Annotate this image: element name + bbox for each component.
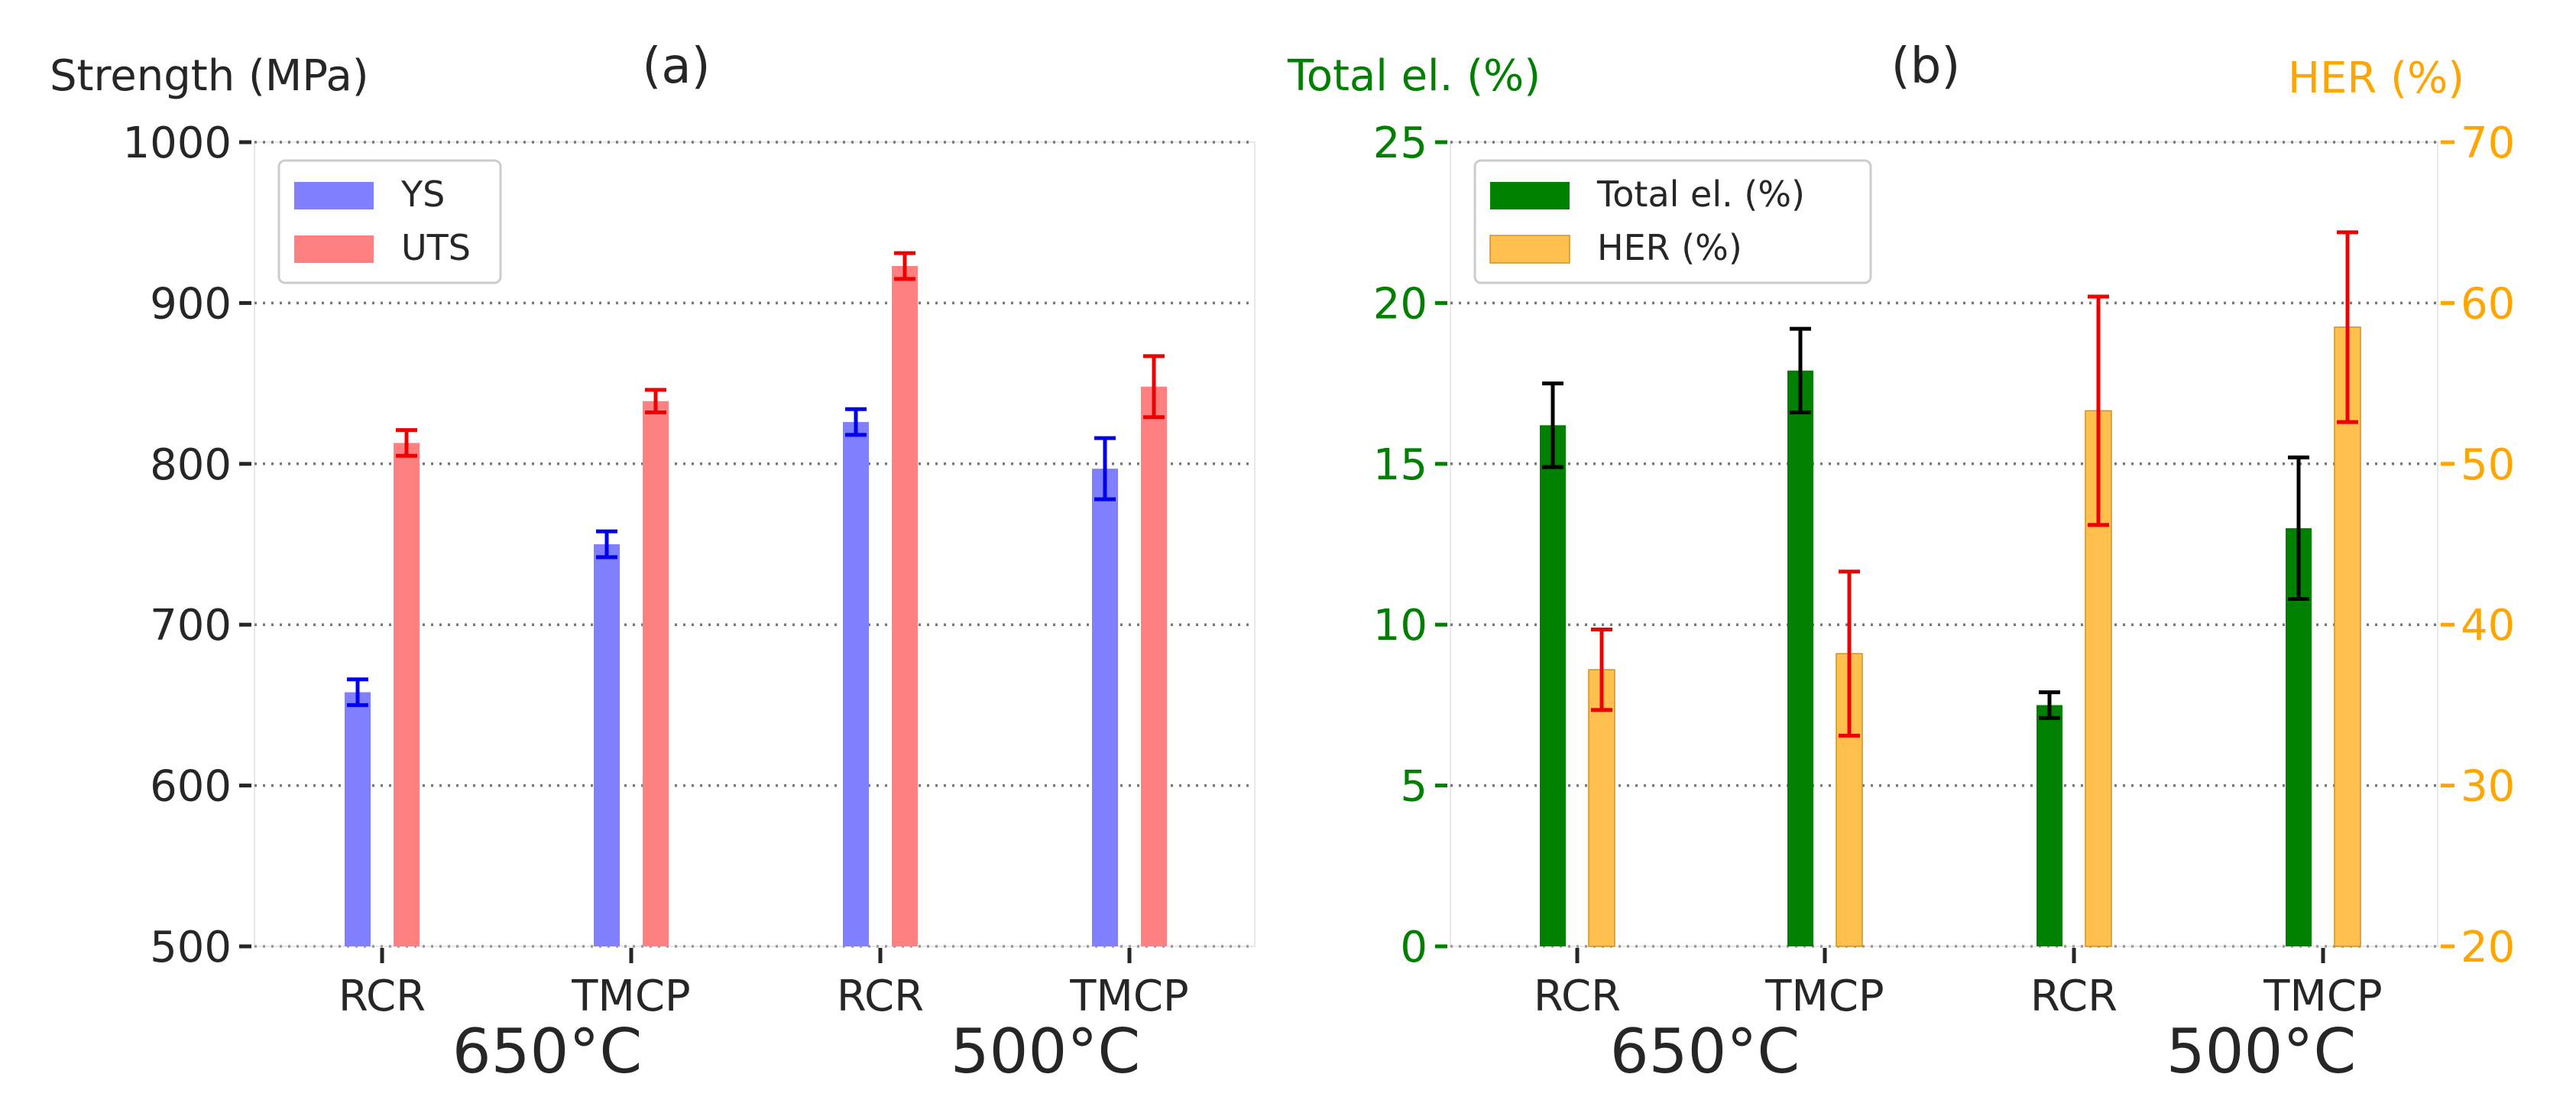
y-tick-label: 700 bbox=[150, 601, 232, 651]
bar bbox=[1540, 425, 1566, 946]
group-label: 500°C bbox=[951, 1016, 1141, 1087]
bar bbox=[2036, 705, 2062, 946]
y-axis-title: Strength (MPa) bbox=[50, 51, 369, 101]
y-right-tick-label: 30 bbox=[2461, 762, 2515, 812]
y-right-tick-label: 60 bbox=[2461, 279, 2515, 329]
group-label: 650°C bbox=[1610, 1016, 1800, 1087]
x-tick-label: RCR bbox=[2030, 972, 2118, 1021]
legend-swatch bbox=[1490, 182, 1570, 209]
legend-swatch bbox=[1489, 235, 1570, 264]
x-tick-label: RCR bbox=[837, 972, 924, 1021]
y-tick-label: 10 bbox=[1373, 601, 1427, 651]
x-tick-label: RCR bbox=[339, 972, 426, 1021]
y-tick-label: 900 bbox=[150, 279, 232, 329]
legend-label: HER (%) bbox=[1597, 227, 1742, 268]
y-tick-label: 5 bbox=[1400, 762, 1427, 812]
y-right-tick-label: 70 bbox=[2461, 118, 2515, 168]
bar bbox=[1092, 469, 1118, 946]
legend-label: Total el. (%) bbox=[1596, 174, 1805, 215]
y-tick-label: 15 bbox=[1373, 440, 1427, 490]
y-right-tick-label: 20 bbox=[2461, 923, 2515, 972]
y-tick-label: 600 bbox=[150, 762, 232, 812]
x-tick-label: TMCP bbox=[1764, 972, 1884, 1021]
panel-label: (a) bbox=[642, 38, 710, 95]
panel-label: (b) bbox=[1891, 38, 1961, 95]
x-tick-label: RCR bbox=[1534, 972, 1621, 1021]
legend-swatch bbox=[294, 182, 374, 209]
y-tick-label: 1000 bbox=[122, 118, 232, 168]
y-right-tick-label: 50 bbox=[2461, 440, 2515, 490]
y-tick-label: 25 bbox=[1373, 118, 1427, 168]
bar bbox=[1787, 370, 1813, 946]
bar bbox=[1588, 669, 1615, 947]
y-tick-label: 500 bbox=[150, 923, 232, 972]
plot-frame bbox=[254, 141, 1256, 947]
y-right-tick-label: 40 bbox=[2461, 601, 2515, 651]
bar bbox=[892, 266, 918, 946]
x-tick-label: TMCP bbox=[1069, 972, 1188, 1021]
bar bbox=[2334, 326, 2361, 947]
bar bbox=[345, 692, 371, 946]
legend-label: YS bbox=[400, 174, 445, 215]
group-label: 650°C bbox=[452, 1016, 643, 1087]
y-axis-title-left: Total el. (%) bbox=[1287, 51, 1541, 101]
bar bbox=[643, 401, 669, 946]
y-tick-label: 0 bbox=[1400, 923, 1427, 972]
legend-box bbox=[1473, 159, 1872, 284]
bar bbox=[1141, 386, 1167, 947]
chart-panel-b: 0 5 10 15 20 25 20 30 40 50 60 70 Total el. (%) HER (… bbox=[1287, 38, 2515, 1087]
x-tick-label: TMCP bbox=[571, 972, 690, 1021]
x-tick-label: TMCP bbox=[2263, 972, 2382, 1021]
bar bbox=[394, 443, 420, 946]
group-label: 500°C bbox=[2166, 1016, 2357, 1087]
legend-label: UTS bbox=[401, 227, 471, 268]
bar bbox=[594, 544, 620, 946]
legend-swatch bbox=[294, 235, 374, 263]
bar bbox=[843, 422, 869, 946]
y-axis-title-right: HER (%) bbox=[2288, 54, 2464, 103]
plot-frame bbox=[1450, 141, 2438, 947]
y-tick-label: 20 bbox=[1373, 279, 1427, 329]
chart-panel-a: 500 600 700 800 900 1000 Strength (MPa) (a) RCR T… bbox=[50, 38, 1256, 1087]
y-tick-label: 800 bbox=[150, 440, 232, 490]
